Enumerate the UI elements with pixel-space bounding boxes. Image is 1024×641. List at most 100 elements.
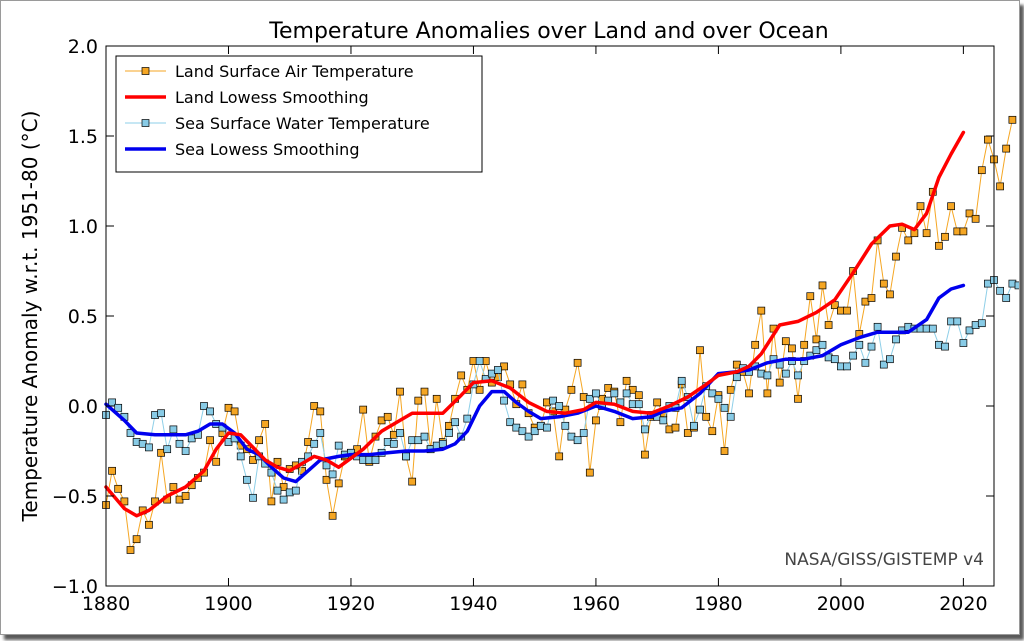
land-surface-air-temperature-marker (616, 418, 625, 427)
x-tick-label: 1960 (572, 593, 620, 615)
land-surface-air-temperature-marker (1008, 115, 1017, 124)
land-surface-air-temperature-marker (720, 447, 729, 455)
land-surface-air-temperature-marker (414, 396, 423, 405)
sea-surface-water-temperature-marker (726, 412, 735, 421)
legend-label: Sea Lowess Smoothing (175, 140, 359, 159)
land-surface-air-temperature-line (105, 119, 1013, 552)
sea-surface-water-temperature-marker (965, 326, 974, 335)
land-surface-air-temperature-marker (181, 492, 190, 500)
land-surface-air-temperature-marker (886, 290, 894, 299)
land-surface-air-temperature-marker (671, 423, 680, 432)
land-surface-air-temperature-marker (745, 389, 753, 398)
land-surface-air-temperature-marker (757, 306, 766, 315)
y-axis-label: Temperature Anomaly w.r.t. 1951-80 (°C) (18, 111, 42, 523)
land-surface-air-temperature-marker (702, 412, 711, 421)
source-annotation: NASA/GISS/GISTEMP v4 (784, 550, 984, 570)
land-surface-air-temperature-marker (622, 376, 631, 385)
legend-box (115, 55, 483, 173)
land-surface-air-temperature-marker (941, 232, 949, 241)
sea-surface-water-temperature-marker (451, 418, 459, 427)
sea-surface-water-temperature-marker (879, 360, 888, 369)
sea-surface-water-temperature-marker (622, 389, 631, 398)
sea-surface-water-temperature-marker (867, 342, 876, 351)
sea-surface-water-temperature-marker (677, 376, 686, 385)
land-surface-air-temperature-marker (573, 358, 582, 367)
sea-surface-water-temperature-marker (659, 416, 668, 425)
land-surface-air-temperature-marker (794, 394, 802, 403)
land-surface-air-temperature-marker (592, 416, 600, 425)
land-surface-air-temperature-marker (261, 420, 270, 428)
legend-item: Land Lowess Smoothing (125, 88, 369, 107)
land-surface-air-temperature-marker (708, 427, 717, 436)
x-tick-label: 1900 (204, 593, 252, 615)
land-surface-air-temperature-marker (267, 497, 276, 506)
land-surface-air-temperature-marker (585, 468, 594, 477)
sea-surface-water-temperature-marker (402, 452, 410, 461)
sea-surface-water-temperature-marker (610, 389, 619, 398)
plot-series (102, 115, 1019, 554)
sea-surface-water-temperature-marker (585, 394, 594, 403)
land-surface-air-temperature-marker (984, 135, 992, 144)
sea-surface-water-temperature-marker (708, 389, 717, 398)
axes: 1880 1900 1920 1940 1960 1980 2000 2020 −1.0 −0.5… (52, 36, 994, 615)
sea-surface-water-temperature-marker (714, 394, 723, 403)
sea-surface-water-temperature-marker (641, 425, 649, 434)
land-surface-air-temperature-marker (634, 391, 643, 400)
sea-surface-water-temperature-marker (720, 403, 729, 412)
y-tick-label: 2.0 (68, 36, 98, 58)
land-surface-air-temperature-marker (751, 340, 760, 349)
sea-surface-water-temperature-marker (169, 425, 178, 434)
sea-surface-water-temperature-marker (175, 439, 184, 448)
land-surface-air-temperature-marker (230, 407, 239, 416)
land-surface-air-temperature-marker (316, 407, 325, 416)
land-surface-air-temperature-marker (420, 387, 429, 396)
land-surface-air-temperature-marker (255, 436, 263, 445)
x-tick-label: 2020 (939, 593, 987, 615)
sea-surface-water-temperature-marker (236, 452, 245, 461)
sea-surface-water-temperature-marker (181, 447, 190, 455)
sea-surface-water-temperature-marker (886, 355, 894, 364)
land-surface-air-temperature-marker (922, 229, 931, 238)
legend-item: Sea Surface Water Temperature (125, 114, 430, 133)
land-surface-air-temperature-marker (726, 385, 735, 394)
land-surface-air-temperature-marker (212, 457, 221, 466)
land-surface-air-temperature-marker (971, 214, 980, 223)
sea-surface-water-temperature-marker (389, 439, 398, 448)
sea-surface-water-temperature-marker (163, 445, 172, 454)
land-surface-air-temperature-marker (126, 546, 135, 554)
land-surface-air-temperature-marker (383, 412, 392, 421)
sea-surface-water-temperature-marker (334, 441, 343, 450)
sea-surface-water-temperature-marker (463, 414, 472, 423)
land-surface-air-temperature-marker (818, 281, 827, 290)
land-surface-air-temperature-marker (947, 202, 955, 211)
land-surface-air-temperature-marker (1002, 144, 1011, 153)
sea-surface-water-temperature-marker (420, 432, 429, 441)
sea-surface-water-temperature-marker (781, 369, 790, 378)
y-tick-label: −1.0 (52, 576, 98, 598)
sea-surface-water-temperature-marker (328, 470, 337, 479)
land-surface-air-temperature-marker (108, 466, 116, 475)
land-surface-air-temperature-marker (206, 436, 214, 445)
sea-surface-water-temperature-marker (861, 358, 870, 367)
sea-surface-water-temperature-marker (555, 402, 564, 410)
sea-surface-water-temperature-marker (592, 389, 600, 398)
land-surface-air-temperature-marker (334, 479, 343, 488)
land-surface-air-temperature-marker (775, 378, 784, 387)
sea-surface-water-temperature-marker (892, 335, 900, 344)
sea-surface-water-temperature-line (105, 279, 1019, 501)
x-tick-label: 1920 (327, 593, 375, 615)
land-surface-air-temperature-marker (996, 182, 1004, 191)
sea-surface-water-temperature-marker (145, 443, 153, 452)
land-surface-air-temperature-marker (812, 335, 821, 344)
y-tick-label: −0.5 (52, 486, 98, 508)
land-surface-air-temperature-marker (120, 497, 129, 506)
y-tick-label: 1.0 (68, 216, 98, 238)
land-surface-air-temperature-marker (977, 166, 986, 175)
land-surface-air-temperature-marker (145, 520, 153, 529)
land-surface-air-temperature-marker (696, 346, 704, 355)
land-surface-air-temperature-marker (800, 340, 809, 349)
land-surface-air-temperature-marker (567, 385, 576, 394)
y-tick-label: 0.5 (68, 306, 98, 328)
sea-surface-water-temperature-marker (396, 429, 404, 437)
